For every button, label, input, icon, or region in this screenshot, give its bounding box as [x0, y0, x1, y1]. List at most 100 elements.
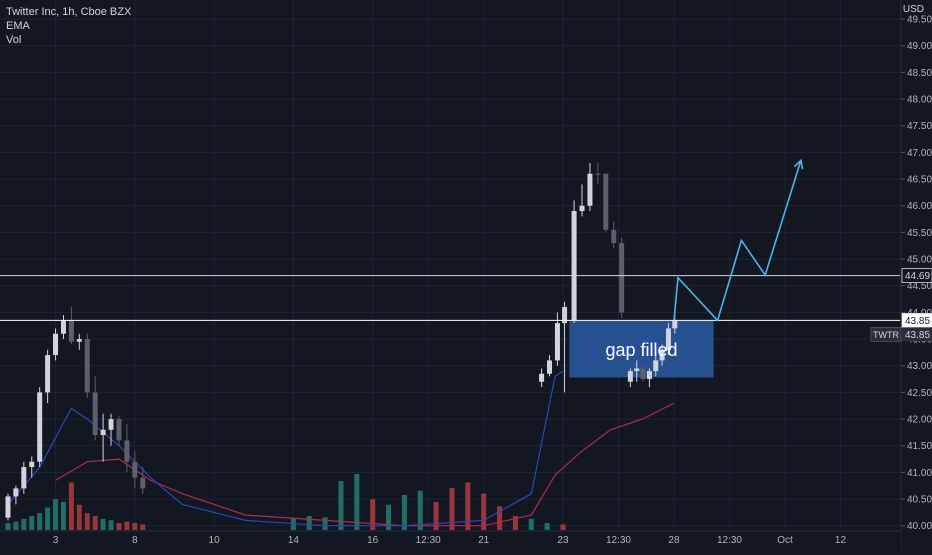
volume-bar [560, 524, 566, 530]
volume-bar [140, 524, 146, 530]
volume-bar [544, 523, 550, 530]
candle-body [571, 211, 577, 321]
price-tick-label: 41.00 [907, 468, 932, 479]
candles [5, 163, 678, 521]
volume-bar [512, 516, 518, 530]
volume-bar [528, 518, 534, 530]
time-tick-label: 12:30 [717, 535, 742, 546]
candle-body [646, 371, 652, 380]
price-tick-label: 40.00 [907, 521, 932, 532]
price-tick-label: 48.50 [907, 68, 932, 79]
candle-body [539, 373, 545, 382]
price-tick-label: 47.50 [907, 121, 932, 132]
price-tick-label: 45.00 [907, 255, 932, 266]
candle-body [132, 461, 138, 478]
candle-body [653, 360, 659, 372]
ema-line [7, 370, 564, 527]
ema-line-recent [578, 319, 675, 372]
candle-body [595, 173, 601, 175]
time-tick-label: 12:30 [606, 535, 631, 546]
candle-body [53, 333, 59, 356]
price-scale-ticks: 49.50 49.00 48.50 48.00 47.50 47.00 46.50 46.00… [901, 15, 932, 532]
volume-bar [354, 474, 360, 530]
time-tick-label: 16 [367, 535, 379, 546]
price-line-label: 44.69 [905, 271, 930, 282]
candle-body [611, 229, 617, 244]
time-tick-label: 21 [478, 535, 490, 546]
ticker-badge-box [870, 326, 902, 342]
price-tick-label: 49.50 [907, 15, 932, 26]
candle-body [562, 307, 568, 324]
symbol-title[interactable]: Twitter Inc, 1h, Cboe BZX [6, 6, 132, 18]
price-line-label-box [901, 268, 932, 284]
candle-body [37, 392, 43, 462]
time-tick-label: 12:30 [416, 535, 441, 546]
candle-body [68, 320, 74, 342]
time-tick-label: 28 [668, 535, 680, 546]
volume-bar [338, 481, 344, 530]
volume-bar [124, 521, 130, 530]
gap-filled-label: gap filled [605, 340, 677, 360]
volume-bar [92, 516, 98, 530]
volume-bar [306, 516, 312, 530]
volume-bar [322, 517, 328, 530]
grid-lines [0, 0, 900, 530]
candle-body [100, 429, 106, 436]
time-tick-label: 23 [557, 535, 569, 546]
price-tick-label: 46.50 [907, 175, 932, 186]
ema-indicator-label[interactable]: EMA [6, 20, 30, 32]
time-tick-label: 8 [132, 535, 138, 546]
volume-bar [21, 518, 27, 530]
volume-bar [60, 502, 66, 530]
price-line-label: 43.85 [905, 316, 930, 327]
forecast-path [673, 160, 802, 322]
candle-body [5, 496, 11, 518]
candle-body [634, 368, 640, 372]
candle-body [547, 360, 553, 374]
volume-bar [100, 518, 106, 530]
price-scale-currency: USD [903, 4, 924, 15]
volume-bar [68, 482, 74, 530]
volume-bar [497, 506, 503, 530]
volume-bar [481, 493, 487, 530]
volume-bar [417, 490, 423, 530]
candle-body [619, 243, 625, 313]
candle-body [60, 320, 66, 334]
time-tick-label: 12 [835, 535, 847, 546]
volume-bar [53, 499, 59, 530]
price-tick-label: 43.00 [907, 361, 932, 372]
ticker-badge-symbol: TWTR [873, 330, 899, 340]
ticker-badge-value: 43.85 [905, 330, 930, 341]
price-tick-label: 46.00 [907, 201, 932, 212]
candle-body [76, 339, 82, 342]
volume-indicator-label[interactable]: Vol [6, 34, 22, 46]
forecast-arrow-head [793, 158, 804, 170]
volume-bar [465, 482, 471, 530]
volume-bar [76, 504, 82, 530]
time-tick-label: 10 [209, 535, 221, 546]
volume-bar [386, 504, 392, 530]
candle-body [579, 205, 585, 212]
volume-bar [290, 518, 296, 530]
candle-body [587, 173, 593, 206]
candle-body [140, 477, 146, 489]
volume-bar [108, 520, 114, 530]
volume-bar [116, 523, 122, 530]
candle-body [603, 173, 609, 230]
price-tick-label: 42.00 [907, 415, 932, 426]
price-tick-label: 42.50 [907, 388, 932, 399]
time-tick-label: 3 [53, 535, 59, 546]
price-tick-label: 41.50 [907, 441, 932, 452]
candle-body [45, 355, 51, 393]
price-tick-label: 48.00 [907, 95, 932, 106]
volume-bars [5, 474, 566, 530]
price-tick-label: 44.50 [907, 281, 932, 292]
candle-body [13, 488, 19, 497]
candle-body [92, 392, 98, 436]
volume-bar [45, 507, 51, 530]
candle-body [84, 339, 90, 393]
time-axis-bg [0, 531, 901, 550]
